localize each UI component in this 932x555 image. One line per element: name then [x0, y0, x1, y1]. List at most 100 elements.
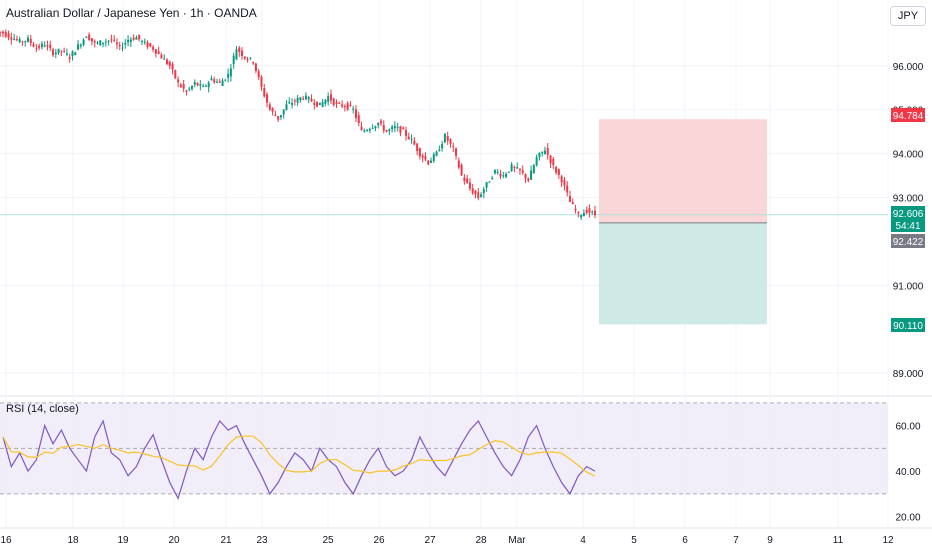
candle[interactable]: [288, 97, 291, 105]
candle[interactable]: [568, 190, 571, 202]
candle[interactable]: [374, 125, 377, 132]
candle[interactable]: [488, 180, 491, 183]
candle[interactable]: [79, 43, 82, 49]
candle[interactable]: [15, 35, 18, 42]
candle[interactable]: [216, 78, 219, 83]
candle[interactable]: [491, 175, 494, 180]
candle[interactable]: [368, 127, 371, 134]
candle[interactable]: [452, 142, 455, 153]
candle[interactable]: [416, 142, 419, 156]
candle[interactable]: [363, 128, 366, 133]
currency-button[interactable]: JPY: [890, 6, 926, 26]
candle[interactable]: [60, 50, 63, 56]
candle[interactable]: [140, 39, 143, 46]
candle[interactable]: [165, 57, 168, 66]
candle[interactable]: [104, 38, 107, 47]
candle[interactable]: [338, 101, 341, 105]
candle[interactable]: [354, 105, 357, 123]
candle[interactable]: [210, 75, 213, 81]
candle[interactable]: [530, 165, 533, 180]
candle[interactable]: [443, 132, 446, 144]
candle[interactable]: [193, 79, 196, 88]
candle[interactable]: [138, 34, 141, 42]
candle[interactable]: [391, 124, 394, 133]
candle[interactable]: [549, 154, 552, 169]
candle[interactable]: [385, 129, 388, 133]
candle[interactable]: [27, 34, 30, 43]
candle[interactable]: [307, 95, 310, 104]
candle[interactable]: [532, 163, 535, 174]
candle[interactable]: [507, 171, 510, 174]
candle[interactable]: [379, 118, 382, 127]
candle[interactable]: [366, 128, 369, 132]
candle[interactable]: [40, 41, 43, 50]
candle[interactable]: [65, 48, 68, 57]
candle[interactable]: [466, 174, 469, 184]
candle[interactable]: [243, 56, 246, 61]
candle[interactable]: [413, 137, 416, 146]
candle[interactable]: [190, 85, 193, 91]
candle[interactable]: [396, 122, 399, 132]
candle[interactable]: [516, 162, 519, 169]
candle[interactable]: [410, 134, 413, 144]
candle[interactable]: [13, 34, 16, 41]
candle[interactable]: [332, 97, 335, 107]
candle[interactable]: [168, 60, 171, 70]
candle[interactable]: [455, 147, 458, 160]
candle[interactable]: [0, 31, 2, 37]
candle[interactable]: [496, 169, 499, 175]
candle[interactable]: [555, 165, 558, 175]
candle[interactable]: [7, 30, 10, 41]
candle[interactable]: [313, 98, 316, 110]
candle[interactable]: [4, 29, 7, 38]
candle[interactable]: [541, 151, 544, 157]
candle[interactable]: [157, 46, 160, 55]
candle[interactable]: [399, 125, 402, 137]
candle[interactable]: [349, 101, 352, 107]
candle[interactable]: [341, 100, 344, 109]
candle[interactable]: [160, 52, 163, 59]
candle[interactable]: [93, 39, 96, 48]
candle[interactable]: [421, 153, 424, 163]
candle[interactable]: [324, 99, 327, 107]
candle[interactable]: [382, 120, 385, 134]
candle[interactable]: [121, 42, 124, 52]
candle[interactable]: [204, 84, 207, 88]
candle[interactable]: [202, 83, 205, 88]
candle[interactable]: [235, 46, 238, 60]
candle[interactable]: [196, 82, 199, 87]
candle[interactable]: [279, 114, 282, 120]
candle[interactable]: [543, 146, 546, 155]
candle[interactable]: [124, 39, 127, 49]
candle[interactable]: [227, 68, 230, 83]
candle[interactable]: [485, 181, 488, 192]
candle[interactable]: [43, 41, 46, 48]
candle[interactable]: [577, 211, 580, 218]
candle[interactable]: [174, 69, 177, 80]
candle[interactable]: [582, 209, 585, 217]
candle[interactable]: [88, 32, 91, 41]
candle[interactable]: [327, 92, 330, 106]
candle[interactable]: [132, 34, 135, 41]
candle[interactable]: [82, 38, 85, 47]
candle[interactable]: [474, 190, 477, 199]
candle[interactable]: [535, 154, 538, 167]
candle[interactable]: [268, 102, 271, 111]
candle[interactable]: [510, 162, 513, 172]
candle[interactable]: [424, 152, 427, 162]
candle[interactable]: [229, 64, 232, 82]
candle[interactable]: [585, 206, 588, 215]
candle[interactable]: [149, 42, 152, 48]
candle[interactable]: [277, 116, 280, 123]
candle[interactable]: [135, 35, 138, 40]
rsi-indicator-label[interactable]: RSI (14, close): [6, 403, 79, 415]
candle[interactable]: [163, 54, 166, 60]
candle[interactable]: [304, 92, 307, 101]
candle[interactable]: [482, 186, 485, 199]
candle[interactable]: [74, 51, 77, 56]
stop-loss-zone[interactable]: [599, 119, 767, 223]
candle[interactable]: [546, 142, 549, 160]
candle[interactable]: [90, 38, 93, 46]
candle[interactable]: [299, 96, 302, 103]
candle[interactable]: [405, 126, 408, 141]
